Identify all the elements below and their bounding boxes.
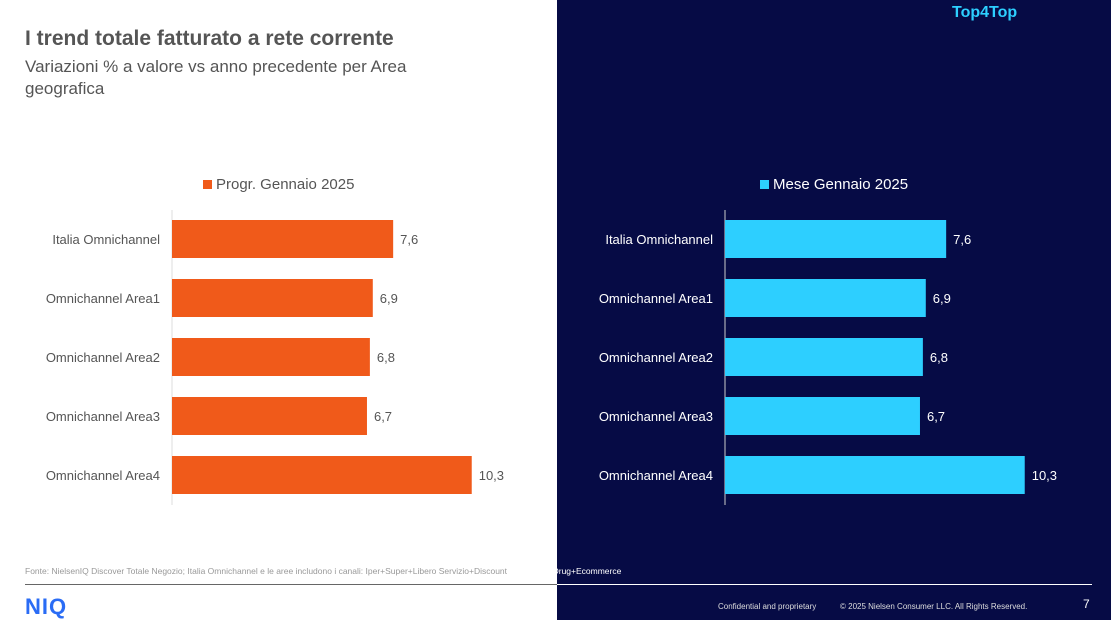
category-label: Omnichannel Area4 <box>599 468 713 483</box>
source-text: Fonte: NielsenIQ Discover Totale Negozio… <box>25 566 508 576</box>
bar <box>725 397 920 435</box>
page-title: I trend totale fatturato a rete corrente <box>25 27 394 50</box>
category-label: Omnichannel Area2 <box>46 350 160 365</box>
data-label: 7,6 <box>400 232 418 247</box>
data-label: 7,6 <box>953 232 971 247</box>
data-label: 6,8 <box>377 350 395 365</box>
copyright-text: © 2025 Nielsen Consumer LLC. All Rights … <box>840 602 1028 611</box>
footer-divider <box>557 584 1092 585</box>
legend-swatch <box>760 180 769 189</box>
footer-divider <box>25 584 557 585</box>
bar <box>725 456 1025 494</box>
legend-right: Mese Gennaio 2025 <box>760 176 908 193</box>
source-text-cont: +Specialisti Drug+Ecommerce <box>507 566 622 576</box>
bar <box>725 338 923 376</box>
category-label: Italia Omnichannel <box>605 232 713 247</box>
category-label: Omnichannel Area1 <box>46 291 160 306</box>
data-label: 6,9 <box>380 291 398 306</box>
category-label: Omnichannel Area2 <box>599 350 713 365</box>
category-label: Omnichannel Area1 <box>599 291 713 306</box>
data-label: 6,7 <box>927 409 945 424</box>
data-label: 6,7 <box>374 409 392 424</box>
legend-swatch <box>203 180 212 189</box>
bar <box>172 397 367 435</box>
source-note: Fonte: NielsenIQ Discover Totale Negozio… <box>25 566 621 576</box>
data-label: 10,3 <box>479 468 504 483</box>
bar <box>725 220 947 258</box>
page-subtitle: Variazioni % a valore vs anno precedente… <box>25 57 407 98</box>
data-label: 10,3 <box>1032 468 1057 483</box>
bar <box>725 279 926 317</box>
legend-label: Mese Gennaio 2025 <box>773 176 909 193</box>
confidential-text: Confidential and proprietary <box>718 602 817 611</box>
bar <box>172 456 472 494</box>
category-label: Omnichannel Area3 <box>46 409 160 424</box>
niq-logo: NIQ <box>25 594 68 619</box>
category-label: Omnichannel Area4 <box>46 468 160 483</box>
legend-left: Progr. Gennaio 2025 <box>203 176 354 193</box>
category-label: Italia Omnichannel <box>52 232 160 247</box>
legend-label: Progr. Gennaio 2025 <box>216 176 355 193</box>
brand-label: Top4Top <box>952 4 1018 21</box>
page-number: 7 <box>1083 597 1090 611</box>
bar <box>172 338 370 376</box>
bar <box>172 279 373 317</box>
data-label: 6,9 <box>933 291 951 306</box>
data-label: 6,8 <box>930 350 948 365</box>
category-label: Omnichannel Area3 <box>599 409 713 424</box>
bar <box>172 220 394 258</box>
